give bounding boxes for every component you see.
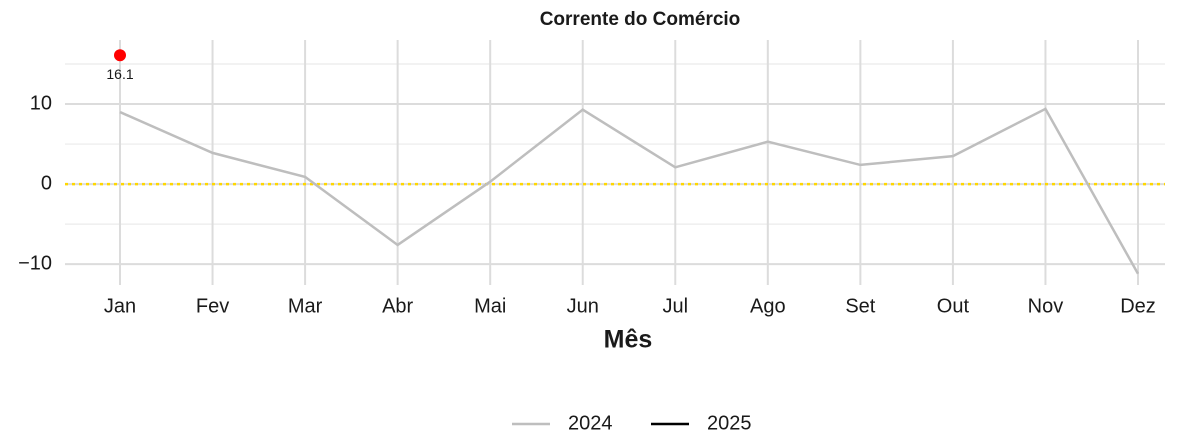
- y-tick-label: 0: [41, 172, 52, 194]
- x-tick-label: Dez: [1120, 295, 1156, 317]
- x-tick-label: Abr: [382, 295, 413, 317]
- chart-title: Corrente do Comércio: [540, 9, 741, 30]
- x-tick-label: Fev: [196, 295, 229, 317]
- x-tick-label: Set: [845, 295, 875, 317]
- highlight-point: [114, 49, 126, 62]
- x-tick-label: Jul: [662, 295, 688, 317]
- y-tick-label: 10: [30, 92, 52, 114]
- legend-label: 2024: [568, 412, 613, 434]
- x-tick-label: Ago: [750, 295, 786, 317]
- x-tick-label: Mar: [288, 295, 323, 317]
- data-label: 16.1: [106, 66, 133, 82]
- x-tick-label: Out: [937, 295, 970, 317]
- x-tick-label: Jun: [567, 295, 599, 317]
- x-tick-label: Jan: [104, 295, 136, 317]
- x-tick-label: Nov: [1028, 295, 1064, 317]
- x-tick-label: Mai: [474, 295, 506, 317]
- y-tick-label: −10: [18, 252, 52, 274]
- x-axis-title: Mês: [604, 326, 653, 354]
- series-line: [119, 107, 1140, 275]
- legend-label: 2025: [707, 412, 752, 434]
